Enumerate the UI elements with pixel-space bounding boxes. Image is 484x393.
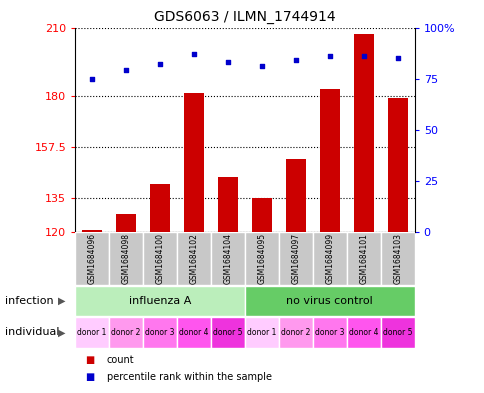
- Text: GSM1684100: GSM1684100: [155, 233, 164, 284]
- Text: GSM1684104: GSM1684104: [223, 233, 232, 284]
- Text: ■: ■: [85, 372, 94, 382]
- Text: GSM1684101: GSM1684101: [359, 233, 367, 284]
- Text: donor 5: donor 5: [213, 328, 242, 337]
- Text: count: count: [106, 354, 134, 365]
- Bar: [251, 198, 272, 232]
- Bar: [177, 317, 211, 348]
- Point: [325, 53, 333, 59]
- Text: GSM1684102: GSM1684102: [189, 233, 198, 284]
- Bar: [380, 232, 414, 285]
- Point: [291, 57, 299, 63]
- Point: [224, 59, 231, 65]
- Bar: [82, 230, 102, 232]
- Bar: [109, 317, 143, 348]
- Bar: [353, 34, 373, 232]
- Point: [257, 63, 265, 70]
- Point: [122, 67, 130, 73]
- Text: ▶: ▶: [58, 296, 66, 306]
- Text: GSM1684095: GSM1684095: [257, 233, 266, 284]
- Bar: [244, 286, 414, 316]
- Bar: [346, 317, 380, 348]
- Bar: [183, 94, 204, 232]
- Bar: [75, 286, 244, 316]
- Bar: [319, 89, 339, 232]
- Bar: [143, 317, 177, 348]
- Bar: [150, 184, 170, 232]
- Text: donor 4: donor 4: [348, 328, 378, 337]
- Bar: [75, 317, 109, 348]
- Bar: [285, 159, 305, 232]
- Bar: [387, 98, 407, 232]
- Point: [393, 55, 401, 61]
- Text: GSM1684099: GSM1684099: [325, 233, 333, 284]
- Text: ▶: ▶: [58, 327, 66, 338]
- Bar: [143, 232, 177, 285]
- Text: donor 2: donor 2: [111, 328, 140, 337]
- Text: donor 2: donor 2: [281, 328, 310, 337]
- Bar: [116, 214, 136, 232]
- Text: donor 1: donor 1: [77, 328, 106, 337]
- Bar: [109, 232, 143, 285]
- Text: GSM1684103: GSM1684103: [393, 233, 401, 284]
- Point: [190, 51, 197, 57]
- Point: [88, 75, 96, 82]
- Bar: [211, 232, 244, 285]
- Bar: [211, 317, 244, 348]
- Text: individual: individual: [5, 327, 59, 338]
- Bar: [312, 232, 346, 285]
- Text: donor 5: donor 5: [382, 328, 411, 337]
- Bar: [346, 232, 380, 285]
- Bar: [75, 232, 109, 285]
- Bar: [312, 317, 346, 348]
- Point: [359, 53, 367, 59]
- Text: GSM1684096: GSM1684096: [88, 233, 96, 284]
- Bar: [177, 232, 211, 285]
- Text: donor 1: donor 1: [247, 328, 276, 337]
- Text: donor 4: donor 4: [179, 328, 208, 337]
- Text: ■: ■: [85, 354, 94, 365]
- Bar: [278, 317, 312, 348]
- Bar: [380, 317, 414, 348]
- Text: percentile rank within the sample: percentile rank within the sample: [106, 372, 271, 382]
- Text: GSM1684097: GSM1684097: [291, 233, 300, 284]
- Bar: [278, 232, 312, 285]
- Bar: [217, 177, 238, 232]
- Text: infection: infection: [5, 296, 53, 306]
- Title: GDS6063 / ILMN_1744914: GDS6063 / ILMN_1744914: [154, 10, 335, 24]
- Bar: [244, 232, 278, 285]
- Point: [156, 61, 164, 68]
- Text: donor 3: donor 3: [145, 328, 174, 337]
- Text: no virus control: no virus control: [286, 296, 372, 306]
- Text: influenza A: influenza A: [129, 296, 191, 306]
- Bar: [244, 317, 278, 348]
- Text: GSM1684098: GSM1684098: [121, 233, 130, 284]
- Text: donor 3: donor 3: [315, 328, 344, 337]
